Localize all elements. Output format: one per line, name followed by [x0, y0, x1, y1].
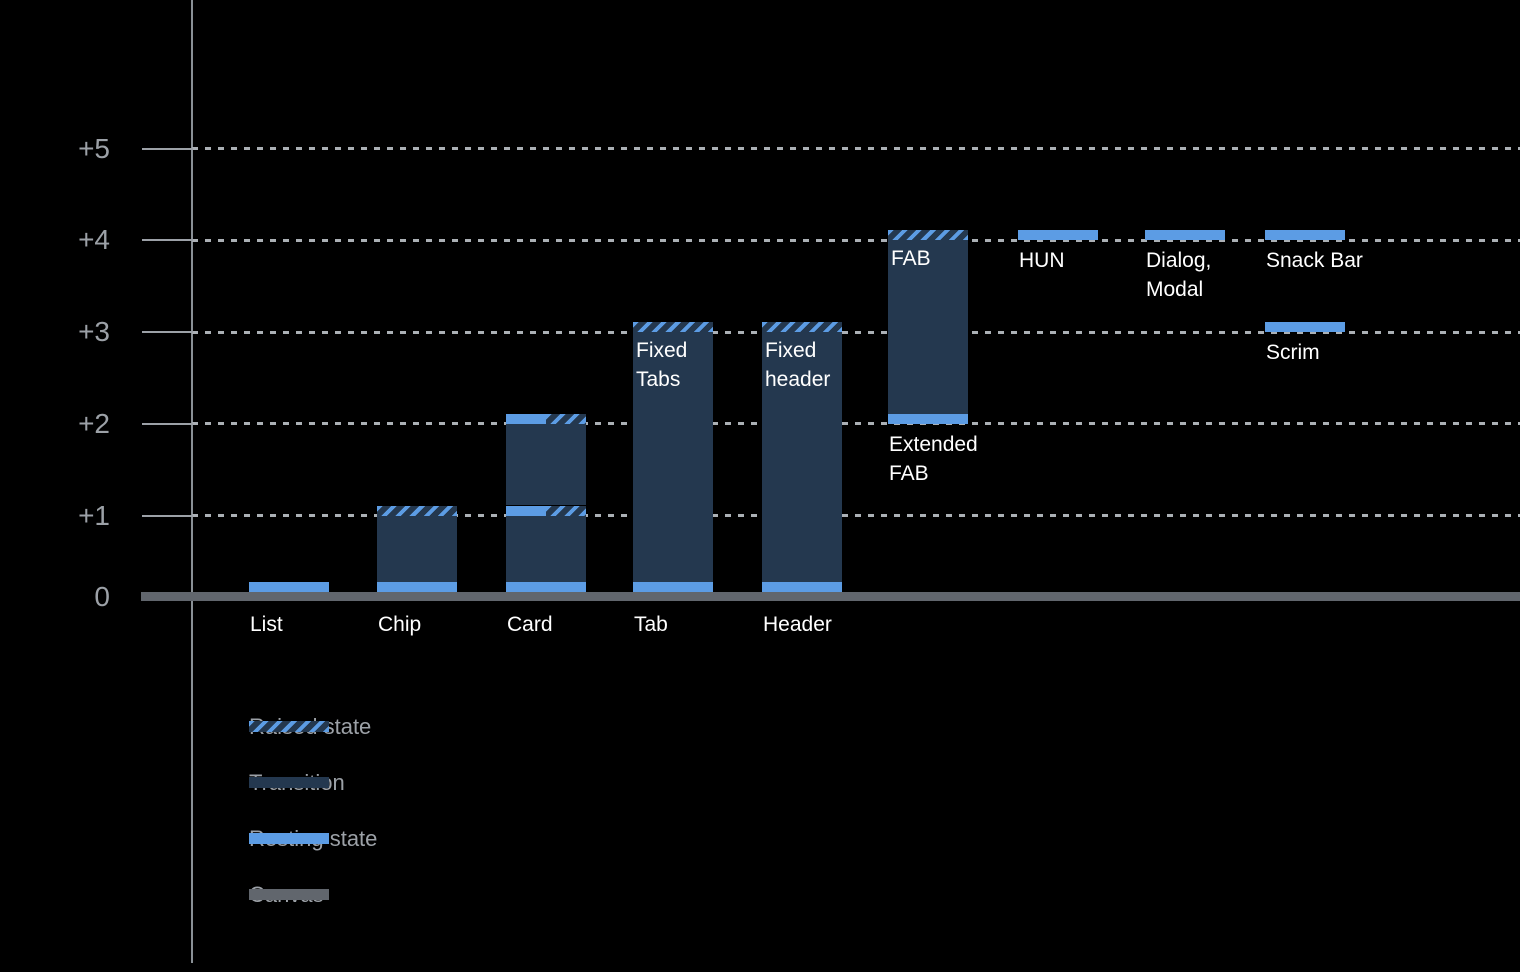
y-tick-plus4 — [142, 239, 193, 242]
bar-label-line: Card — [507, 613, 553, 636]
bar-label-card: Card — [507, 610, 553, 639]
legend-swatch-transition — [249, 777, 329, 788]
y-axis-label-0: 0 — [94, 580, 110, 612]
segment-resting-card — [506, 582, 586, 592]
y-tick-plus5 — [142, 147, 193, 150]
bar-label-scrim: Scrim — [1266, 338, 1320, 367]
bar-inner-label-line: Fixed — [636, 339, 688, 363]
bar-inner-label-header: Fixed header — [765, 336, 830, 394]
bar-label-line: Chip — [378, 613, 422, 636]
canvas-baseline — [141, 592, 1520, 601]
gridline-plus3 — [192, 330, 1520, 334]
segment-resting-chip — [377, 582, 457, 592]
bar-label-line: Modal — [1146, 278, 1204, 302]
segment-raised-header — [762, 322, 842, 333]
y-tick-plus3 — [142, 331, 193, 334]
gridline-plus1 — [192, 514, 1520, 517]
bar-label-line: Scrim — [1266, 341, 1320, 365]
segment-resting-half-card — [506, 413, 546, 424]
bar-label-dialog-modal: Dialog, Modal — [1146, 246, 1211, 304]
segment-resting-dialog-modal — [1145, 230, 1225, 241]
segment-raised-tab — [633, 322, 713, 333]
y-axis-label-plus2: +2 — [78, 407, 110, 439]
segment-resting-extended-fab — [888, 413, 968, 424]
segment-transition-card — [506, 423, 586, 506]
segment-transition-card — [506, 515, 586, 582]
bar-label-line: Extended — [889, 432, 978, 456]
segment-transition-tab — [633, 332, 713, 582]
bar-label-chip: Chip — [378, 610, 421, 639]
bar-label-line: FAB — [889, 461, 929, 485]
legend-swatch-raised — [249, 721, 329, 732]
segment-transition-header — [762, 332, 842, 582]
bar-label-extended-fab: Extended FAB — [889, 430, 978, 488]
segment-raised-chip — [377, 505, 457, 516]
segment-resting-scrim — [1265, 322, 1345, 333]
segment-transition-chip — [377, 515, 457, 582]
bar-label-line: Tab — [634, 613, 668, 636]
segment-raised-half-card — [546, 413, 586, 424]
bar-inner-label-tab: Fixed Tabs — [636, 336, 687, 394]
bar-inner-label-line: FAB — [891, 247, 931, 271]
y-axis-label-plus3: +3 — [78, 316, 110, 348]
segment-resting-tab — [633, 582, 713, 592]
bar-label-list: List — [250, 610, 283, 639]
legend-item-canvas: Canvas — [249, 882, 329, 907]
bar-label-tab: Tab — [634, 610, 668, 639]
bar-inner-label-line: header — [765, 368, 831, 392]
bar-label-line: Header — [763, 613, 832, 636]
segment-resting-half-card — [506, 505, 546, 516]
legend-item-raised: Raised state — [249, 714, 371, 739]
segment-transition-extended-fab — [888, 240, 968, 414]
bar-inner-label-line: Fixed — [765, 339, 817, 363]
gridline-plus5 — [192, 147, 1520, 151]
segment-raised-extended-fab — [888, 230, 968, 241]
bar-label-line: Snack Bar — [1266, 249, 1363, 273]
bar-label-snack-bar: Snack Bar — [1266, 246, 1363, 275]
y-axis-label-plus1: +1 — [78, 499, 110, 531]
legend-item-transition: Transition — [249, 770, 345, 795]
bar-label-line: List — [250, 613, 283, 636]
bar-inner-label-extended-fab: FAB — [891, 244, 931, 273]
legend-swatch-resting — [249, 833, 329, 844]
bar-label-line: Dialog, — [1146, 249, 1212, 273]
segment-resting-list — [249, 582, 329, 592]
y-axis-label-plus4: +4 — [78, 224, 110, 256]
bar-inner-label-line: Tabs — [636, 368, 681, 392]
segment-resting-hun — [1018, 230, 1098, 241]
gridline-plus2 — [192, 422, 1520, 426]
y-tick-plus2 — [142, 422, 193, 425]
legend-item-resting: Resting state — [249, 826, 377, 851]
bar-label-hun: HUN — [1019, 246, 1065, 275]
gridline-plus4 — [192, 238, 1520, 242]
bar-label-line: HUN — [1019, 249, 1065, 273]
legend-swatch-canvas — [249, 889, 329, 900]
y-axis-label-plus5: +5 — [78, 132, 110, 164]
y-tick-plus1 — [142, 514, 193, 517]
segment-resting-snack-bar — [1265, 230, 1345, 241]
segment-raised-half-card — [546, 505, 586, 516]
legend: Raised state Transition Resting state Canva… — [249, 714, 649, 914]
y-axis-line — [191, 0, 193, 963]
bar-label-header: Header — [763, 610, 832, 639]
segment-resting-header — [762, 582, 842, 592]
